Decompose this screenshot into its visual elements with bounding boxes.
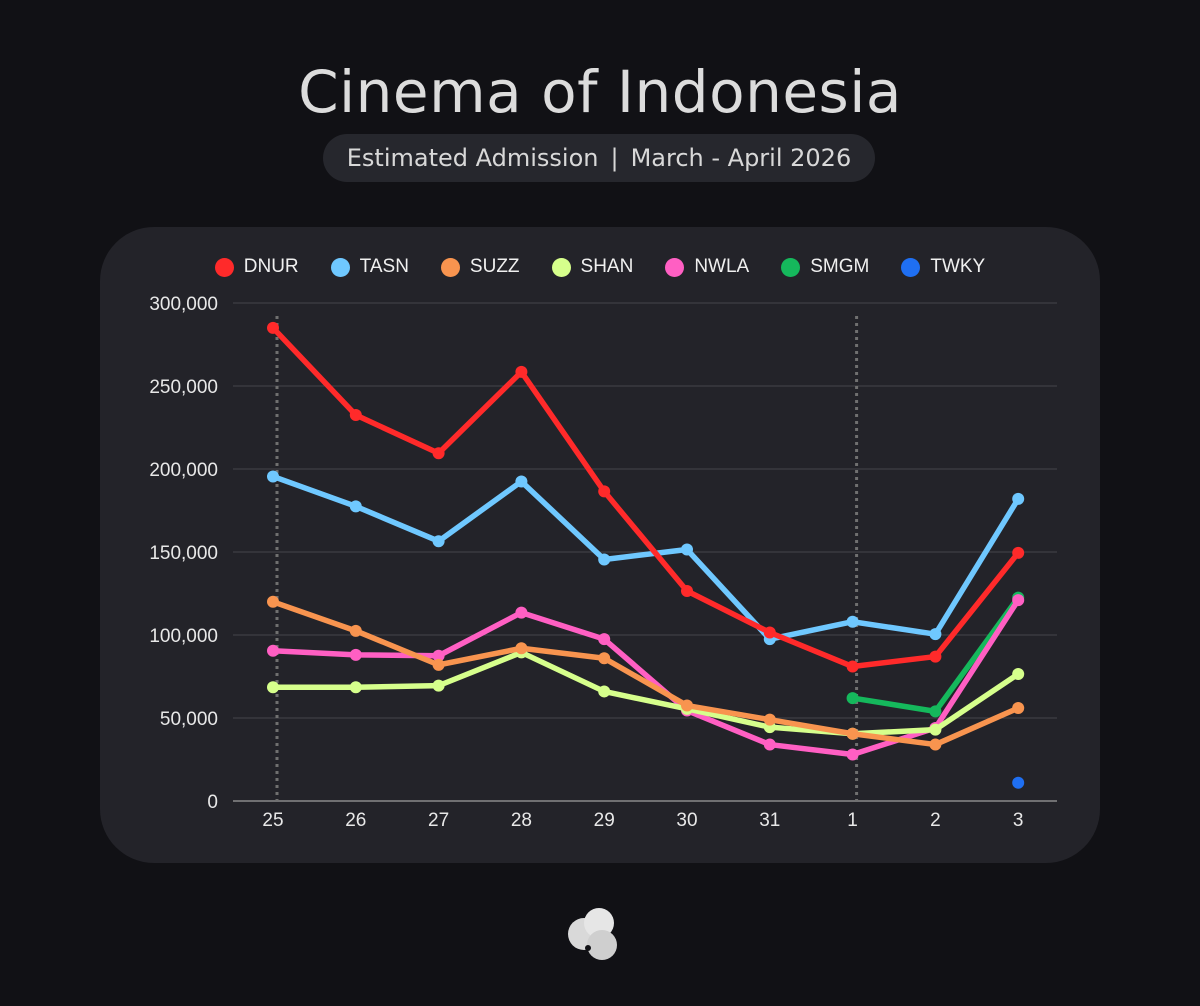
legend-swatch xyxy=(665,257,685,277)
subtitle-pill: Estimated Admission | March - April 2026 xyxy=(323,134,875,182)
chart-title: Cinema of Indonesia xyxy=(298,58,902,126)
x-tick-label: 28 xyxy=(511,810,532,831)
data-point-nwla xyxy=(515,606,528,619)
data-point-tasn xyxy=(432,535,445,548)
data-point-tasn xyxy=(515,475,528,488)
y-tick-label: 200,000 xyxy=(149,460,218,481)
data-point-nwla xyxy=(1012,594,1025,607)
series-line-suzz xyxy=(270,599,1021,748)
data-point-tasn xyxy=(349,500,362,513)
data-point-dnur xyxy=(349,409,362,422)
series-line-tasn xyxy=(270,473,1021,642)
data-point-shan xyxy=(1012,668,1025,681)
series-line-dnur xyxy=(270,325,1021,670)
y-tick-label: 250,000 xyxy=(149,377,218,398)
data-point-suzz xyxy=(846,727,859,740)
data-point-suzz xyxy=(349,624,362,637)
x-tick-label: 3 xyxy=(1013,810,1024,831)
y-tick-label: 50,000 xyxy=(160,709,218,730)
x-tick-label: 25 xyxy=(262,810,283,831)
data-point-dnur xyxy=(846,660,859,673)
data-point-shan xyxy=(267,681,279,694)
data-point-nwla xyxy=(432,649,445,662)
x-tick-label: 26 xyxy=(345,810,366,831)
legend-swatch xyxy=(440,257,460,277)
legend-label: SUZZ xyxy=(469,256,520,277)
legend-swatch xyxy=(330,257,350,277)
data-point-dnur xyxy=(1012,546,1025,559)
data-point-dnur xyxy=(929,650,942,663)
y-tick-label: 300,000 xyxy=(149,294,218,315)
legend-item-smgm: SMGM xyxy=(781,256,869,278)
x-tick-label: 30 xyxy=(676,810,697,831)
data-point-twky xyxy=(1012,776,1025,789)
legend-label: SMGM xyxy=(810,256,870,277)
data-point-shan xyxy=(929,723,942,736)
legend-item-shan: SHAN xyxy=(551,256,634,278)
legend-item-nwla: NWLA xyxy=(665,256,749,278)
legend-swatch xyxy=(551,257,571,277)
subtitle-right: March - April 2026 xyxy=(630,144,852,172)
legend-item-twky: TWKY xyxy=(901,256,985,278)
subtitle-left: Estimated Admission xyxy=(346,144,599,172)
data-point-shan xyxy=(598,685,611,698)
legend-label: TWKY xyxy=(930,256,986,277)
data-point-smgm xyxy=(929,705,942,718)
legend-swatch xyxy=(214,257,234,277)
data-point-nwla xyxy=(763,738,776,751)
legend-swatch xyxy=(781,257,801,277)
legend-item-tasn: TASN xyxy=(330,256,409,278)
data-point-suzz xyxy=(515,642,528,655)
legend-label: DNUR xyxy=(243,256,299,277)
data-point-nwla xyxy=(598,633,611,646)
legend-item-suzz: SUZZ xyxy=(440,256,520,278)
data-point-suzz xyxy=(681,699,693,712)
x-tick-label: 31 xyxy=(759,810,780,831)
data-point-dnur xyxy=(598,485,611,498)
x-tick-label: 29 xyxy=(594,810,615,831)
data-point-suzz xyxy=(432,658,445,671)
data-point-nwla xyxy=(349,648,362,661)
x-tick-label: 27 xyxy=(428,810,449,831)
data-point-nwla xyxy=(846,748,859,761)
data-point-dnur xyxy=(267,321,279,334)
data-point-dnur xyxy=(515,365,528,378)
data-point-tasn xyxy=(1012,492,1025,505)
y-tick-label: 150,000 xyxy=(149,543,218,564)
logo-icon xyxy=(568,908,617,960)
data-point-nwla xyxy=(267,644,279,657)
data-point-suzz xyxy=(1012,702,1025,715)
data-point-dnur xyxy=(763,626,776,639)
data-point-dnur xyxy=(681,585,693,598)
data-point-suzz xyxy=(763,713,776,726)
chart-card xyxy=(100,227,1100,863)
legend-swatch xyxy=(901,257,921,277)
legend-label: NWLA xyxy=(694,256,750,277)
data-point-shan xyxy=(349,681,362,694)
data-point-tasn xyxy=(846,615,859,628)
legend-label: SHAN xyxy=(580,256,634,277)
data-point-shan xyxy=(432,679,445,692)
data-point-tasn xyxy=(267,470,279,483)
legend-item-dnur: DNUR xyxy=(214,256,299,278)
x-tick-label: 1 xyxy=(847,810,858,831)
chart-legend: DNUR TASN SUZZ SHAN NWLA SMGM TWKY xyxy=(0,256,1200,278)
data-point-smgm xyxy=(846,692,859,705)
data-point-tasn xyxy=(598,553,611,566)
legend-label: TASN xyxy=(359,256,409,277)
data-point-tasn xyxy=(681,543,693,556)
x-tick-label: 2 xyxy=(930,810,941,831)
series-line-shan xyxy=(270,649,1021,737)
data-point-suzz xyxy=(929,738,942,751)
subtitle-separator: | xyxy=(610,144,619,172)
data-point-tasn xyxy=(929,628,942,641)
y-tick-label: 100,000 xyxy=(149,626,218,647)
data-point-suzz xyxy=(267,595,279,608)
data-point-dnur xyxy=(432,447,445,460)
y-tick-label: 0 xyxy=(207,792,218,813)
data-point-suzz xyxy=(598,652,611,665)
